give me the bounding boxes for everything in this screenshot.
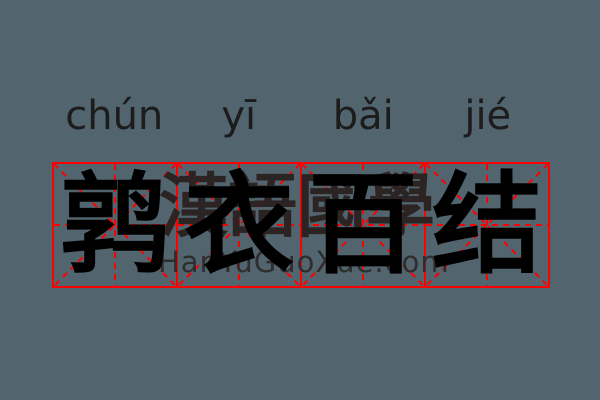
pinyin-syllable-1: chún — [65, 93, 164, 139]
grid-guide-lines — [302, 164, 424, 286]
hanzi-character-2: 衣 — [184, 161, 294, 289]
hanzi-character-4: 结 — [432, 161, 542, 289]
hanzi-character-3: 百 — [308, 161, 418, 289]
pinyin-syllable-2: yī — [221, 93, 257, 139]
grid-cell-1: 鹑 — [54, 164, 176, 286]
watermark-site-text: HanYuGuoXue.com — [158, 245, 450, 279]
pinyin-row: chún yī bǎi jié — [52, 90, 550, 142]
character-grid: 鹑 衣 百 — [52, 162, 550, 288]
grid-guide-lines — [426, 164, 548, 286]
grid-cell-4: 结 — [424, 164, 548, 286]
grid-guide-lines — [54, 164, 176, 286]
pinyin-syllable-4: jié — [464, 93, 512, 139]
watermark-cjk-text: 漢語國學 — [159, 166, 435, 247]
grid-guide-lines — [178, 164, 300, 286]
hanzi-character-1: 鹑 — [60, 161, 170, 289]
pinyin-syllable-3: bǎi — [332, 93, 394, 139]
grid-cell-2: 衣 — [176, 164, 300, 286]
grid-cell-3: 百 — [300, 164, 424, 286]
